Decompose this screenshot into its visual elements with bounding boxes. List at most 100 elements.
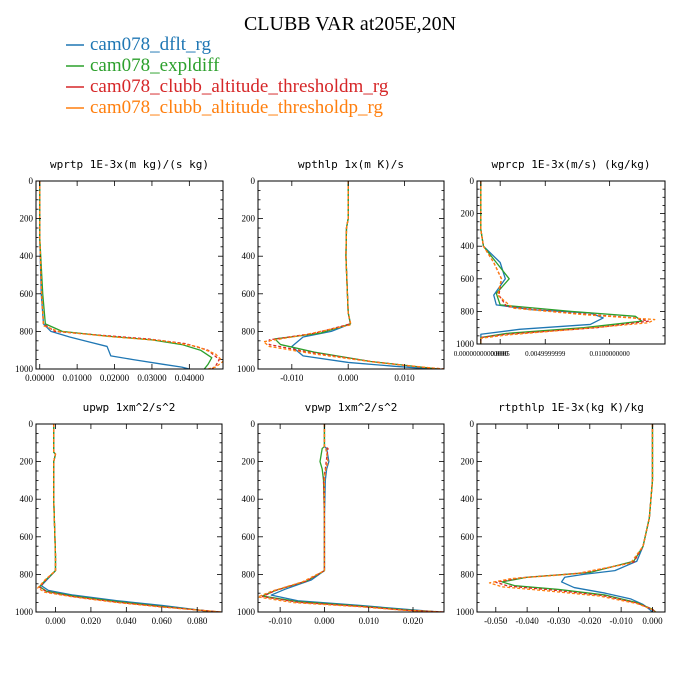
ytick-label-2-2: 400 (461, 241, 475, 251)
ytick-label-5-0: 0 (470, 419, 475, 429)
xtick-label-5-3: -0.020 (578, 616, 602, 626)
series-line-1-0 (291, 181, 433, 369)
legend-label-3: cam078_clubb_altitude_thresholdp_rg (90, 97, 384, 118)
ytick-label-0-1: 200 (20, 214, 34, 224)
ytick-label-0-0: 0 (29, 176, 34, 186)
xtick-label-2-3: 0.0100000000 (590, 350, 631, 358)
panel-title-1: wpthlp 1x(m K)/s (298, 158, 404, 171)
panel-4: vpwp 1xm^2/s^2 0 200 400 600 800 1000 -0.010 0.0… (237, 401, 445, 626)
panel-3: upwp 1xm^2/s^2 0 200 400 600 800 1000 0.000 0.02… (15, 401, 223, 626)
ytick-label-4-5: 1000 (237, 607, 256, 617)
ytick-label-1-0: 0 (251, 176, 256, 186)
figure-title: CLUBB VAR at205E,20N (244, 13, 456, 35)
series-line-3-3 (37, 424, 222, 612)
xtick-label-4-3: 0.020 (403, 616, 424, 626)
ytick-label-2-0: 0 (470, 176, 475, 186)
xtick-label-2-1: 0.0005 (491, 350, 511, 358)
ytick-label-3-1: 200 (20, 457, 34, 467)
series-group-0 (39, 181, 223, 369)
ytick-label-4-4: 800 (242, 569, 256, 579)
ytick-label-2-5: 1000 (456, 339, 475, 349)
ytick-label-5-5: 1000 (456, 607, 475, 617)
series-line-1-3 (262, 181, 444, 369)
series-line-0-0 (39, 181, 190, 369)
ytick-label-4-3: 600 (242, 532, 256, 542)
series-line-5-0 (560, 424, 654, 612)
series-line-2-2 (480, 181, 649, 344)
series-line-2-0 (480, 181, 604, 344)
plot-frame-1 (257, 180, 445, 370)
chart-panels: wprtp 1E-3x(m kg)/(s kg) 0 200 400 600 800 100… (15, 158, 666, 626)
ytick-label-3-2: 400 (20, 494, 34, 504)
series-line-0-2 (39, 181, 220, 369)
xtick-label-0-3: 0.03000 (137, 373, 167, 383)
xtick-label-3-1: 0.020 (81, 616, 102, 626)
series-line-0-1 (39, 181, 213, 369)
xtick-label-4-1: 0.000 (314, 616, 335, 626)
series-line-5-1 (501, 424, 657, 612)
panel-1: wpthlp 1x(m K)/s 0 200 400 600 800 1000 -0.010 0… (237, 158, 445, 383)
ytick-label-3-4: 800 (20, 569, 34, 579)
plot-frame-0 (35, 180, 224, 370)
xtick-label-4-2: 0.010 (359, 616, 380, 626)
ytick-label-5-2: 400 (461, 494, 475, 504)
xtick-label-5-0: -0.050 (484, 616, 508, 626)
ytick-label-1-1: 200 (242, 214, 256, 224)
ytick-label-0-3: 600 (20, 289, 34, 299)
xtick-label-0-0: 0.00000 (25, 373, 55, 383)
legend: cam078_dflt_rgcam078_expldiffcam078_club… (66, 34, 389, 118)
series-line-1-2 (268, 181, 444, 369)
series-line-4-3 (258, 424, 444, 612)
xtick-label-1-1: 0.000 (338, 373, 359, 383)
ytick-label-4-1: 200 (242, 457, 256, 467)
xtick-label-5-2: -0.030 (547, 616, 571, 626)
ytick-label-3-0: 0 (29, 419, 34, 429)
ytick-label-0-5: 1000 (15, 364, 34, 374)
xtick-label-1-2: 0.010 (394, 373, 415, 383)
xtick-label-5-4: -0.010 (610, 616, 634, 626)
panel-title-4: vpwp 1xm^2/s^2 (305, 401, 398, 414)
ytick-label-0-2: 400 (20, 251, 34, 261)
plot-frame-3 (35, 423, 223, 613)
series-line-5-3 (488, 424, 656, 612)
legend-label-1: cam078_expldiff (90, 55, 220, 76)
series-line-0-3 (39, 181, 223, 369)
series-line-5-2 (495, 424, 657, 612)
xtick-label-5-5: 0.000 (642, 616, 663, 626)
series-group-1 (262, 181, 444, 369)
xtick-label-3-4: 0.080 (187, 616, 208, 626)
ytick-label-5-3: 600 (461, 532, 475, 542)
ytick-label-4-0: 0 (251, 419, 256, 429)
ytick-label-5-1: 200 (461, 457, 475, 467)
series-group-5 (488, 424, 657, 612)
ytick-label-2-4: 800 (461, 306, 475, 316)
xtick-label-2-0: 0.00000000000000 (454, 350, 509, 358)
series-line-3-0 (40, 424, 215, 612)
plot-frame-4 (257, 423, 445, 613)
series-line-2-3 (480, 181, 656, 344)
panel-0: wprtp 1E-3x(m kg)/(s kg) 0 200 400 600 800 100… (15, 158, 224, 383)
series-line-4-2 (261, 424, 444, 612)
xtick-label-2-2: 0.0049999999 (525, 350, 566, 358)
xtick-label-3-3: 0.060 (152, 616, 173, 626)
plot-frame-2 (476, 180, 666, 345)
ytick-label-5-4: 800 (461, 569, 475, 579)
ytick-label-1-5: 1000 (237, 364, 256, 374)
xtick-label-0-1: 0.01000 (63, 373, 93, 383)
ytick-label-3-3: 600 (20, 532, 34, 542)
series-line-4-1 (261, 424, 440, 612)
panel-title-2: wprcp 1E-3x(m/s) (kg/kg) (492, 158, 651, 171)
ytick-label-1-2: 400 (242, 251, 256, 261)
series-group-2 (480, 181, 656, 344)
legend-label-2: cam078_clubb_altitude_thresholdm_rg (90, 76, 389, 97)
xtick-label-1-0: -0.010 (280, 373, 304, 383)
xtick-label-0-2: 0.02000 (100, 373, 130, 383)
ytick-label-1-4: 800 (242, 326, 256, 336)
panel-title-5: rtpthlp 1E-3x(kg K)/kg (498, 401, 644, 414)
ytick-label-4-2: 400 (242, 494, 256, 504)
xtick-label-0-4: 0.04000 (175, 373, 205, 383)
panel-title-3: upwp 1xm^2/s^2 (83, 401, 176, 414)
series-line-3-2 (38, 424, 221, 612)
xtick-label-5-1: -0.040 (516, 616, 540, 626)
